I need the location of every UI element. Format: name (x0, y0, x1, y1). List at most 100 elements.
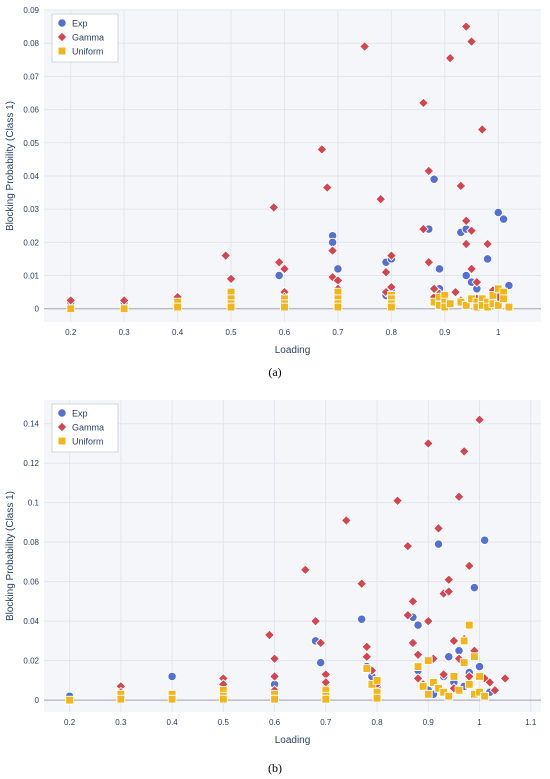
chart-panel-b: 0.2 0.3 0.4 0.5 0.6 0.7 0.8 0.9 1 1.1 0 0.02 0.04 0.0… (5, 400, 541, 775)
y-tick-label: 0.02 (23, 238, 39, 247)
data-point-uniform (504, 302, 514, 312)
data-point-exp (461, 270, 471, 281)
x-tick-label: 1 (477, 718, 482, 727)
x-tick-labels: 0.2 0.3 0.4 0.5 0.6 0.7 0.8 0.9 1 (65, 328, 501, 337)
data-point-gamma (476, 124, 488, 135)
x-tick-label: 0.5 (225, 328, 237, 337)
data-point-gamma (450, 286, 461, 298)
data-point-uniform (167, 694, 177, 704)
data-point-gamma (417, 223, 429, 235)
data-point-gamma (269, 671, 281, 682)
legend-marker-uniform (57, 46, 67, 56)
data-point-uniform (321, 694, 331, 704)
data-point-gamma (474, 414, 485, 426)
data-point-gamma (356, 578, 368, 590)
data-point-gamma (448, 635, 460, 647)
data-point-exp (333, 264, 343, 274)
legend: Exp Gamma Uniform (51, 403, 119, 453)
data-point-gamma (422, 438, 434, 449)
data-point-gamma (279, 263, 290, 275)
data-point-exp (498, 214, 509, 224)
data-point-gamma (402, 540, 414, 552)
data-point-gamma (310, 615, 321, 627)
data-point-uniform (480, 691, 489, 701)
x-axis-title: Loading (275, 735, 311, 746)
data-point-uniform (372, 676, 382, 685)
plot-area (44, 10, 541, 322)
y-tick-label: 0 (35, 305, 40, 314)
legend-marker-gamma (56, 31, 68, 43)
data-point-gamma (460, 21, 472, 33)
legend-label-uniform: Uniform (72, 437, 104, 447)
legend-label-exp: Exp (72, 409, 88, 419)
data-point-uniform (493, 301, 503, 310)
data-point-gamma (273, 256, 285, 268)
legend: Exp Gamma Uniform (51, 13, 119, 63)
x-tick-label: 0.7 (332, 328, 344, 337)
data-point-uniform (423, 689, 433, 699)
data-point-gamma (412, 672, 424, 684)
data-point-gamma (460, 238, 472, 250)
data-point-exp (469, 582, 480, 593)
data-point-uniform (464, 680, 474, 689)
x-tick-label: 0.6 (279, 328, 291, 337)
data-point-gamma (443, 574, 455, 586)
data-point-uniform (270, 694, 279, 704)
data-point-uniform (413, 662, 423, 671)
data-point-uniform (499, 294, 508, 304)
data-point-gamma (471, 276, 483, 288)
data-point-uniform (423, 656, 433, 666)
y-tick-label: 0.09 (23, 6, 39, 15)
data-points (65, 21, 514, 314)
data-point-uniform (387, 302, 396, 312)
data-point-gamma (460, 215, 472, 227)
data-point-gamma (455, 180, 467, 192)
x-tick-label: 0.5 (218, 718, 230, 727)
legend-label-exp: Exp (72, 19, 88, 29)
data-point-gamma (484, 676, 496, 688)
data-point-uniform (470, 652, 479, 662)
y-tick-label: 0.04 (23, 172, 39, 181)
data-point-uniform (461, 301, 471, 310)
data-point-uniform (444, 691, 454, 701)
data-point-gamma (359, 41, 371, 52)
data-point-gamma (466, 263, 477, 275)
data-point-gamma (220, 250, 232, 262)
y-tick-label: 0.06 (23, 578, 39, 587)
y-axis-title: Blocking Probability (Class 1) (5, 491, 16, 621)
legend-marker-exp (57, 408, 67, 418)
data-point-uniform (449, 672, 459, 681)
data-point-exp (482, 254, 493, 264)
data-point-uniform (454, 685, 464, 695)
y-tick-label: 0.08 (23, 39, 39, 48)
data-point-exp (274, 270, 284, 281)
data-point-gamma (453, 491, 465, 503)
panel-label: (a) (268, 365, 281, 379)
data-point-gamma (321, 182, 333, 194)
data-point-uniform (65, 695, 74, 705)
data-point-uniform (459, 636, 469, 646)
x-tick-label: 0.2 (64, 718, 76, 727)
data-point-exp (433, 539, 444, 549)
data-point-exp (504, 280, 514, 291)
y-tick-label: 0.02 (23, 657, 39, 666)
gridlines (44, 400, 541, 712)
data-point-gamma (423, 256, 435, 268)
y-tick-label: 0.07 (23, 72, 39, 81)
data-point-gamma (428, 283, 440, 295)
data-point-exp (357, 614, 367, 624)
legend-label-gamma: Gamma (72, 423, 104, 433)
legend-marker-exp (57, 18, 67, 28)
data-point-gamma (385, 250, 397, 262)
data-point-gamma (340, 515, 352, 526)
x-tick-labels: 0.2 0.3 0.4 0.5 0.6 0.7 0.8 0.9 1 1.1 (64, 718, 537, 727)
x-tick-label: 0.3 (119, 328, 131, 337)
y-tick-label: 0.01 (23, 272, 39, 281)
data-point-gamma (268, 202, 280, 213)
y-tick-label: 0.05 (23, 139, 39, 148)
data-point-uniform (464, 620, 474, 630)
data-point-exp (434, 264, 445, 274)
data-point-uniform (372, 693, 382, 703)
data-point-gamma (458, 445, 470, 457)
legend-label-gamma: Gamma (72, 33, 104, 43)
